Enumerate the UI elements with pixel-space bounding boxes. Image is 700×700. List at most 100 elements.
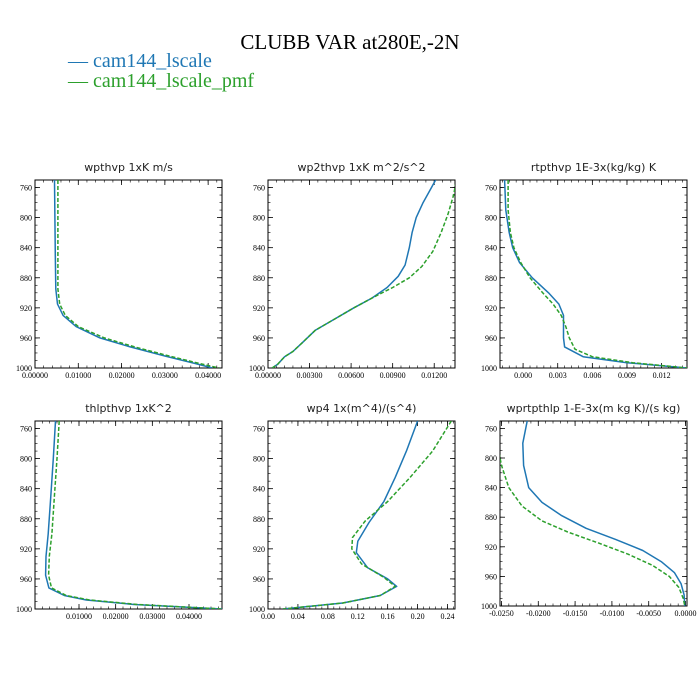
series-line-cam144-lscale: [53, 180, 213, 368]
y-tick-label: 920: [253, 304, 265, 313]
plot-frame: [267, 179, 456, 369]
x-tick-label: 0.00: [261, 612, 275, 621]
y-tick-label: 920: [20, 304, 32, 313]
y-tick-label: 840: [253, 485, 265, 494]
y-tick-label: 960: [20, 334, 32, 343]
x-tick-label: 0.12: [351, 612, 365, 621]
y-tick-label: 760: [485, 424, 497, 433]
y-tick-label: 1000: [249, 605, 265, 614]
x-tick-label: 0.24: [441, 612, 455, 621]
series-line-cam144-lscale: [271, 180, 437, 368]
series-line-cam144-lscale-pmf: [57, 180, 220, 368]
y-tick-label: 920: [485, 543, 497, 552]
x-tick-label: 0.20: [411, 612, 425, 621]
x-tick-label: 0.04000: [195, 371, 221, 380]
y-tick-label: 880: [253, 515, 265, 524]
y-tick-label: 880: [485, 513, 497, 522]
x-tick-label: 0.01200: [421, 371, 447, 380]
x-tick-label: 0.00300: [297, 371, 323, 380]
panel-5: wp4 1x(m^4)/(s^4)76080084088092096010000…: [249, 402, 456, 621]
y-tick-label: 1000: [249, 364, 265, 373]
x-tick-label: 0.03000: [152, 371, 178, 380]
x-tick-label: 0.00000: [255, 371, 281, 380]
x-tick-label: 0.01000: [65, 371, 91, 380]
plot-frame: [499, 420, 688, 607]
panel-title: wpthvp 1xK m/s: [84, 161, 173, 174]
series-line-cam144-lscale: [282, 421, 419, 609]
y-tick-label: 920: [485, 304, 497, 313]
plot-frame: [267, 420, 456, 610]
x-tick-label: 0.03000: [139, 612, 165, 621]
x-tick-label: 0.00600: [338, 371, 364, 380]
plot-frame: [34, 420, 223, 610]
y-tick-label: 880: [253, 274, 265, 283]
y-tick-label: 1000: [481, 602, 497, 611]
y-tick-label: 760: [253, 184, 265, 193]
plot-frame: [499, 179, 688, 369]
x-tick-label: 0.08: [321, 612, 335, 621]
x-tick-label: 0.00000: [22, 371, 48, 380]
panel-title: thlpthvp 1xK^2: [85, 402, 172, 415]
x-tick-label: 0.012: [653, 371, 671, 380]
y-tick-label: 840: [253, 244, 265, 253]
y-tick-label: 960: [253, 334, 265, 343]
series-line-cam144-lscale: [44, 421, 222, 609]
x-tick-label: 0.01000: [66, 612, 92, 621]
y-tick-label: 1000: [481, 364, 497, 373]
x-tick-label: -0.0250: [489, 609, 514, 618]
y-tick-label: 760: [20, 184, 32, 193]
x-tick-label: -0.0100: [600, 609, 625, 618]
panel-3: rtpthvp 1E-3x(kg/kg) K 760 800 840 880 920 960…: [481, 161, 688, 380]
series-line-cam144-lscale-pmf: [282, 421, 452, 609]
y-tick-label: 800: [20, 455, 32, 464]
panel-4: thlpthvp 1xK^2 760 800 840 880 920 960 1000 0.01…: [16, 402, 223, 621]
plot-frame: [34, 179, 223, 369]
y-tick-label: 760: [485, 184, 497, 193]
x-tick-label: 0.02000: [109, 371, 135, 380]
series-line-cam144-lscale-pmf: [507, 180, 687, 368]
x-tick-label: 0.003: [549, 371, 567, 380]
y-tick-label: 760: [20, 425, 32, 434]
y-tick-label: 880: [20, 274, 32, 283]
y-tick-label: 960: [253, 575, 265, 584]
y-tick-label: 1000: [16, 605, 32, 614]
y-tick-label: 840: [20, 244, 32, 253]
y-tick-label: 880: [485, 274, 497, 283]
y-tick-label: 920: [253, 545, 265, 554]
panel-6: wprtpthlp 1-E-3x(m kg K)/(s kg) 760 800 840…: [481, 402, 697, 618]
y-tick-label: 800: [253, 214, 265, 223]
x-tick-label: -0.0150: [563, 609, 588, 618]
x-tick-label: 0.0000: [675, 609, 697, 618]
y-tick-label: 840: [20, 485, 32, 494]
panel-title: wp2thvp 1xK m^2/s^2: [297, 161, 425, 174]
x-tick-label: 0.16: [381, 612, 395, 621]
panel-title: rtpthvp 1E-3x(kg/kg) K: [531, 161, 657, 174]
y-tick-label: 840: [485, 244, 497, 253]
legend-entry-lscale-pmf: — cam144_lscale_pmf: [68, 70, 255, 92]
panel-title: wp4 1x(m^4)/(s^4): [307, 402, 417, 415]
series-line-cam144-lscale: [522, 421, 686, 606]
series-line-cam144-lscale: [503, 180, 687, 368]
x-tick-label: 0.006: [583, 371, 601, 380]
series-line-cam144-lscale-pmf: [271, 183, 455, 368]
x-tick-label: -0.0050: [636, 609, 661, 618]
x-tick-label: 0.04000: [176, 612, 202, 621]
x-tick-label: -0.0200: [526, 609, 551, 618]
panel-title: wprtpthlp 1-E-3x(m kg K)/(s kg): [507, 402, 681, 415]
y-tick-label: 800: [485, 214, 497, 223]
y-tick-label: 840: [485, 484, 497, 493]
y-tick-label: 920: [20, 545, 32, 554]
x-tick-label: 0.009: [618, 371, 636, 380]
legend-entry-lscale: — cam144_lscale: [68, 50, 212, 72]
panel-1: wpthvp 1xK m/s 760 800 840 880 920 960 10000.00…: [16, 161, 223, 380]
y-tick-label: 800: [485, 454, 497, 463]
figure-title: CLUBB VAR at280E,-2N: [240, 30, 460, 54]
y-tick-label: 1000: [16, 364, 32, 373]
y-tick-label: 800: [20, 214, 32, 223]
series-line-cam144-lscale-pmf: [500, 454, 686, 606]
y-tick-label: 960: [485, 572, 497, 581]
y-tick-label: 880: [20, 515, 32, 524]
y-tick-label: 800: [253, 455, 265, 464]
x-tick-label: 0.00900: [380, 371, 406, 380]
